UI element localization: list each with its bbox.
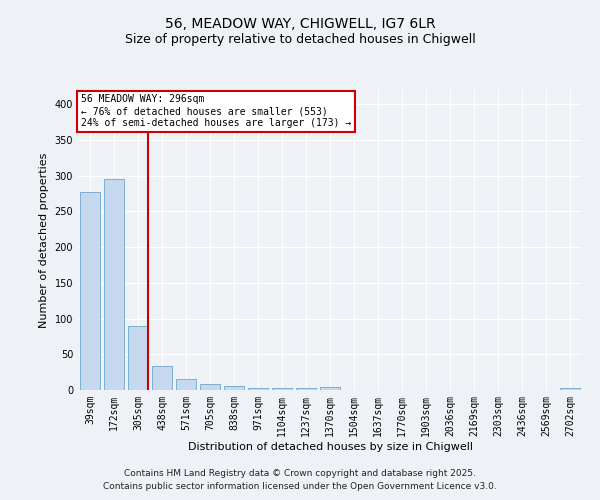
Text: 56, MEADOW WAY, CHIGWELL, IG7 6LR: 56, MEADOW WAY, CHIGWELL, IG7 6LR	[164, 18, 436, 32]
Text: Contains HM Land Registry data © Crown copyright and database right 2025.: Contains HM Land Registry data © Crown c…	[124, 468, 476, 477]
Bar	[224, 386, 244, 390]
Text: Contains public sector information licensed under the Open Government Licence v3: Contains public sector information licen…	[103, 482, 497, 491]
Bar	[296, 388, 316, 390]
X-axis label: Distribution of detached houses by size in Chigwell: Distribution of detached houses by size …	[187, 442, 473, 452]
Bar	[560, 388, 580, 390]
Bar	[80, 192, 100, 390]
Bar	[176, 378, 196, 390]
Bar	[248, 388, 268, 390]
Text: 56 MEADOW WAY: 296sqm
← 76% of detached houses are smaller (553)
24% of semi-det: 56 MEADOW WAY: 296sqm ← 76% of detached …	[80, 94, 351, 128]
Bar	[272, 388, 292, 390]
Bar	[320, 387, 340, 390]
Bar	[200, 384, 220, 390]
Bar	[104, 180, 124, 390]
Bar	[128, 326, 148, 390]
Text: Size of property relative to detached houses in Chigwell: Size of property relative to detached ho…	[125, 32, 475, 46]
Y-axis label: Number of detached properties: Number of detached properties	[39, 152, 49, 328]
Bar	[152, 366, 172, 390]
